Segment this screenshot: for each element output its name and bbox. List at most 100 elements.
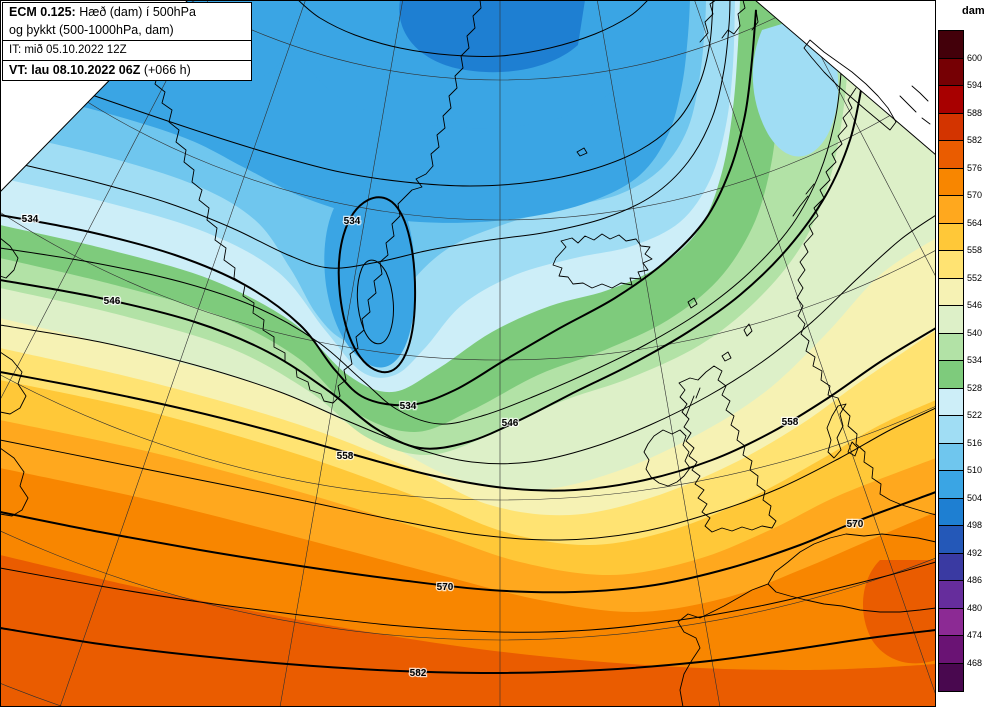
height-contour-thin: [297, 0, 649, 58]
valid-offset: (+066 h): [143, 62, 191, 77]
height-contour-thin: [91, 0, 714, 187]
legend-value-label: 552: [967, 272, 983, 283]
height-contour-thin: [23, 0, 731, 269]
legend-value-label: 558: [967, 245, 983, 255]
legend-color-box: [939, 471, 963, 499]
height-contour-thick: [0, 327, 936, 492]
model-name: ECM 0.125:: [9, 5, 76, 19]
legend-color-box: [939, 31, 963, 59]
legend-value-label: 540: [967, 327, 983, 338]
legend-value-label: 504: [967, 492, 983, 503]
legend-unit-label: dam: [962, 5, 985, 17]
contour-label: 558: [782, 417, 799, 428]
legend-value-label: 492: [967, 547, 983, 558]
contour-label: 534: [22, 214, 39, 225]
init-time: IT: mið 05.10.2022 12Z: [3, 40, 251, 59]
chart-title-line: ECM 0.125: Hæð (dam) í 500hPa: [3, 3, 251, 21]
legend-color-box: [939, 498, 963, 526]
contour-label: 546: [502, 418, 519, 429]
height-contours-thick: [0, 9, 936, 675]
coast-continental-europe: [677, 533, 936, 707]
chart-title-box: ECM 0.125: Hæð (dam) í 500hPa og þykkt (…: [2, 2, 252, 82]
coast-denmark: [826, 403, 859, 459]
legend-color-box: [939, 141, 963, 169]
legend-value-label: 588: [967, 107, 983, 118]
chart-subtitle: og þykkt (500-1000hPa, dam): [9, 22, 174, 37]
thickness-cold-pool: [752, 20, 839, 157]
legend-color-box: [939, 416, 963, 444]
legend-value-label: 516: [967, 437, 983, 448]
coast-great-britain: [678, 365, 777, 533]
height-contour-thick: [0, 491, 936, 594]
legend-value-label: 528: [967, 382, 983, 393]
legend-color-box: [939, 113, 963, 141]
legend-color-box: [939, 58, 963, 86]
legend-color-box: [939, 553, 963, 581]
legend-color-box: [939, 251, 963, 279]
legend-value-label: 474: [967, 630, 983, 640]
height-contour-thin: [0, 19, 845, 425]
legend-value-label: 582: [967, 135, 983, 145]
legend-color-box: [939, 443, 963, 471]
arctic-islands-layer: [803, 39, 931, 131]
legend-color-box: [939, 526, 963, 554]
contour-label-layer: 534 534 534 546 546 558 558 570 570 582: [20, 213, 865, 681]
legend-strip: [938, 30, 964, 692]
legend-color-box: [939, 388, 963, 416]
contour-label: 570: [847, 519, 864, 530]
legend-value-label: 486: [967, 575, 983, 585]
legend-value-label: 600: [967, 52, 983, 63]
legend-color-box: [939, 361, 963, 389]
valid-time-line: VT: lau 08.10.2022 06Z (+066 h): [3, 59, 251, 81]
legend-color-box: [939, 223, 963, 251]
legend-value-label: 564: [967, 217, 983, 228]
legend-color-box: [939, 86, 963, 114]
legend-color-box: [939, 581, 963, 609]
legend-color-box: [939, 306, 963, 334]
legend-value-label: 576: [967, 162, 983, 173]
legend-value-label: 480: [967, 602, 983, 613]
projection-boundary-line: [754, 0, 936, 156]
contour-label: 534: [400, 401, 417, 412]
chart-title: Hæð (dam) í 500hPa: [79, 5, 196, 19]
contour-label: 534: [344, 216, 361, 227]
legend-value-label: 546: [967, 300, 983, 310]
legend-value-label: 522: [967, 410, 983, 420]
height-contours-thin: [0, 0, 936, 633]
coast-ireland: [643, 429, 691, 487]
legend-color-box: [939, 663, 963, 691]
height-contour-thick: [0, 627, 936, 675]
legend-color-box: [939, 608, 963, 636]
height-contour-thin: [0, 561, 936, 633]
legend-color-box: [939, 333, 963, 361]
longitude-line: [791, 0, 936, 278]
coast-norway-scandinavia: [796, 87, 936, 516]
legend-color-box: [939, 636, 963, 664]
height-contour-thick: [0, 84, 863, 450]
legend-value-label: 510: [967, 465, 983, 475]
height-contour-thin: [356, 259, 394, 345]
coast-iceland: [552, 233, 653, 289]
longitude-line: [59, 0, 306, 707]
legend-value-label: 570: [967, 190, 983, 200]
contour-label: 570: [437, 582, 454, 593]
contour-label: 546: [104, 296, 121, 307]
legend-color-box: [939, 278, 963, 306]
height-contour-thin: [0, 214, 936, 465]
coast-lofoten: [792, 183, 815, 217]
longitude-line: [596, 0, 721, 707]
thickness-legend: dam 600 594 588 582 576 570 564 558 552 546 540 534…: [936, 0, 1000, 707]
coastline-layer: [0, 0, 936, 707]
coast-jan-mayen: [576, 147, 588, 157]
legend-color-box: [939, 196, 963, 224]
coast-greenland: [142, 0, 482, 404]
weather-map-svg: 534 534 534 546 546 558 558 570 570 582: [0, 0, 936, 707]
legend-color-box: [939, 168, 963, 196]
contour-label: 558: [337, 451, 354, 462]
coast-novaya-zemlya: [803, 39, 931, 131]
longitude-line: [279, 0, 404, 707]
longitude-line: [694, 0, 936, 697]
graticule-layer: [0, 0, 936, 707]
legend-value-label: 594: [967, 80, 983, 90]
